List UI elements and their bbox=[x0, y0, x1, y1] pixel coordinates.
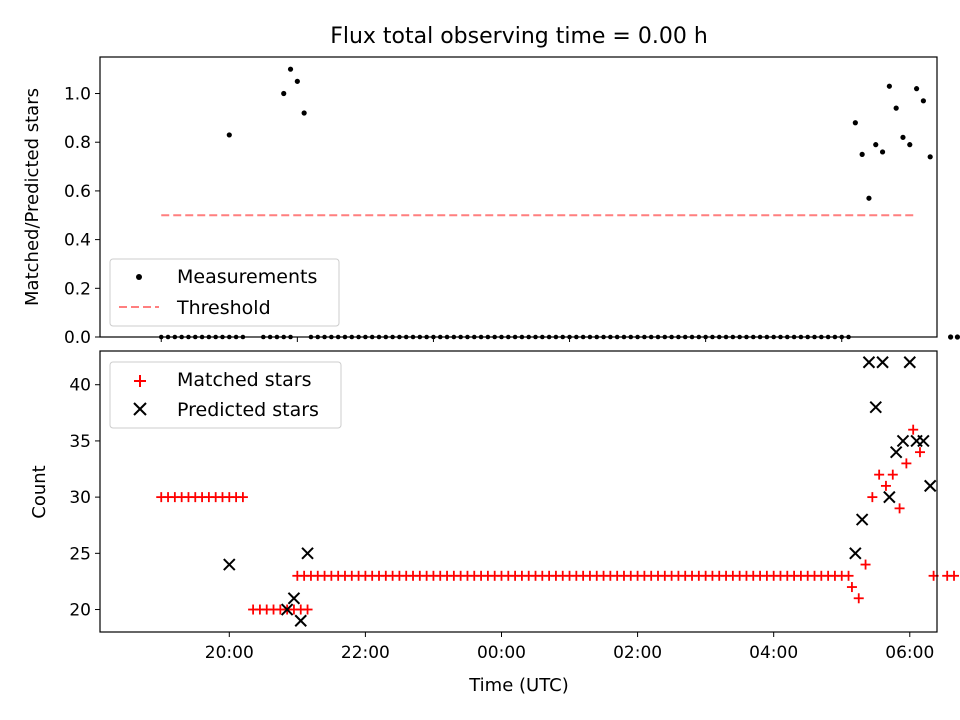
matched-star-point bbox=[860, 559, 871, 570]
y-tick-label: 0.6 bbox=[64, 182, 91, 202]
legend-measurements-label: Measurements bbox=[177, 266, 317, 288]
legend-threshold-label: Threshold bbox=[176, 297, 271, 319]
y-tick-label: 1.0 bbox=[64, 85, 91, 105]
measurement-point bbox=[866, 195, 872, 201]
top-plot-frame bbox=[99, 56, 938, 338]
predicted-star-point bbox=[849, 547, 862, 560]
top-y-ticks: 0.0 0.2 0.4 0.6 0.8 1.0 bbox=[64, 85, 100, 348]
predicted-star-point bbox=[917, 434, 930, 448]
x-tick-label: 00:00 bbox=[477, 643, 526, 663]
measurement-point bbox=[886, 83, 892, 89]
measurement-point bbox=[927, 154, 933, 160]
y-tick-label: 0.8 bbox=[64, 133, 91, 153]
predicted-star-point bbox=[923, 479, 937, 493]
legend-matched-marker bbox=[134, 375, 146, 387]
legend-predicted-label: Predicted stars bbox=[177, 399, 319, 421]
measurement-point bbox=[281, 90, 287, 97]
bottom-panel: 20 25 30 35 40 20:00 22:00 00:00 02:00 04:00 06:0… bbox=[29, 350, 960, 696]
bottom-y-axis-label: Count bbox=[29, 465, 50, 518]
measurement-point bbox=[893, 105, 899, 111]
measurement-point bbox=[294, 78, 300, 84]
x-tick-label: 06:00 bbox=[885, 643, 934, 663]
x-tick-label: 04:00 bbox=[749, 643, 798, 663]
top-y-axis-label: Matched/Predicted stars bbox=[22, 88, 43, 306]
predicted-star-point bbox=[889, 445, 903, 459]
x-axis-label: Time (UTC) bbox=[468, 675, 569, 696]
measurement-point bbox=[954, 334, 960, 340]
legend-measurements-marker bbox=[136, 274, 142, 280]
top-panel: 0.0 0.2 0.4 0.6 0.8 1.0 Measurements Threshol… bbox=[22, 56, 960, 348]
matched-star-point bbox=[874, 469, 885, 480]
matched-star-point bbox=[894, 503, 905, 514]
matched-star-point bbox=[302, 604, 313, 615]
y-tick-label: 0.2 bbox=[64, 279, 91, 299]
predicted-star-point bbox=[287, 592, 301, 605]
y-tick-label: 35 bbox=[69, 432, 91, 452]
measurement-point bbox=[287, 66, 294, 72]
measurement-point bbox=[226, 132, 232, 138]
predicted-star-point bbox=[855, 513, 869, 526]
measurement-point bbox=[859, 151, 865, 157]
top-legend: Measurements Threshold bbox=[109, 258, 340, 327]
matched-star-point bbox=[843, 570, 854, 581]
predicted-star-point bbox=[883, 490, 896, 504]
matched-star-point bbox=[880, 480, 891, 491]
top-legend-box bbox=[109, 258, 340, 327]
measurement-point bbox=[879, 149, 886, 155]
y-tick-label: 25 bbox=[69, 544, 91, 564]
predicted-star-point bbox=[896, 434, 910, 448]
predicted-star-point bbox=[294, 614, 307, 627]
predicted-star-point bbox=[903, 356, 916, 369]
y-tick-label: 40 bbox=[69, 376, 91, 396]
predicted-star-point bbox=[280, 603, 294, 616]
matched-star-point bbox=[867, 492, 878, 503]
predicted-star-point bbox=[869, 400, 882, 414]
measurement-point bbox=[900, 134, 906, 140]
y-tick-label: 30 bbox=[69, 488, 91, 508]
measurement-point bbox=[948, 334, 954, 340]
bottom-legend-box bbox=[109, 361, 342, 429]
measurement-point bbox=[907, 142, 913, 148]
y-tick-label: 0.4 bbox=[64, 231, 91, 251]
predicted-star-point bbox=[301, 547, 314, 560]
matched-star-point bbox=[901, 458, 912, 469]
legend-matched-label: Matched stars bbox=[177, 369, 311, 391]
predicted-star-point bbox=[876, 356, 889, 369]
bottom-plot-frame bbox=[99, 350, 938, 633]
measurement-point bbox=[873, 142, 879, 148]
top-x-ticks bbox=[160, 337, 843, 342]
legend-predicted-marker bbox=[133, 402, 147, 416]
x-tick-label: 20:00 bbox=[205, 643, 254, 663]
x-tick-label: 02:00 bbox=[613, 643, 662, 663]
measurement-point bbox=[913, 86, 920, 92]
bottom-legend: Matched stars Predicted stars bbox=[109, 361, 342, 429]
predicted-star-point bbox=[862, 356, 876, 369]
matched-star-point bbox=[914, 447, 925, 458]
measurement-point bbox=[301, 110, 307, 116]
y-tick-label: 0.0 bbox=[64, 328, 91, 348]
predicted-star-point bbox=[223, 558, 236, 571]
matched-stars-layer bbox=[156, 424, 960, 615]
measurement-layer bbox=[158, 66, 960, 340]
chart-title: Flux total observing time = 0.00 h bbox=[330, 24, 708, 49]
bottom-y-ticks: 20 25 30 35 40 bbox=[69, 376, 100, 621]
bottom-x-ticks: 20:00 22:00 00:00 02:00 04:00 06:00 bbox=[205, 632, 934, 663]
measurement-point bbox=[920, 98, 926, 104]
matched-star-point bbox=[853, 593, 864, 604]
predicted-stars-layer bbox=[223, 356, 937, 627]
matched-star-point bbox=[908, 424, 919, 435]
matched-star-point bbox=[237, 492, 248, 503]
matched-star-point bbox=[846, 582, 857, 593]
measurement-point bbox=[852, 120, 858, 126]
matched-star-point bbox=[949, 570, 960, 581]
x-tick-label: 22:00 bbox=[341, 643, 390, 663]
y-tick-label: 20 bbox=[69, 601, 91, 621]
matched-star-point bbox=[887, 469, 898, 480]
